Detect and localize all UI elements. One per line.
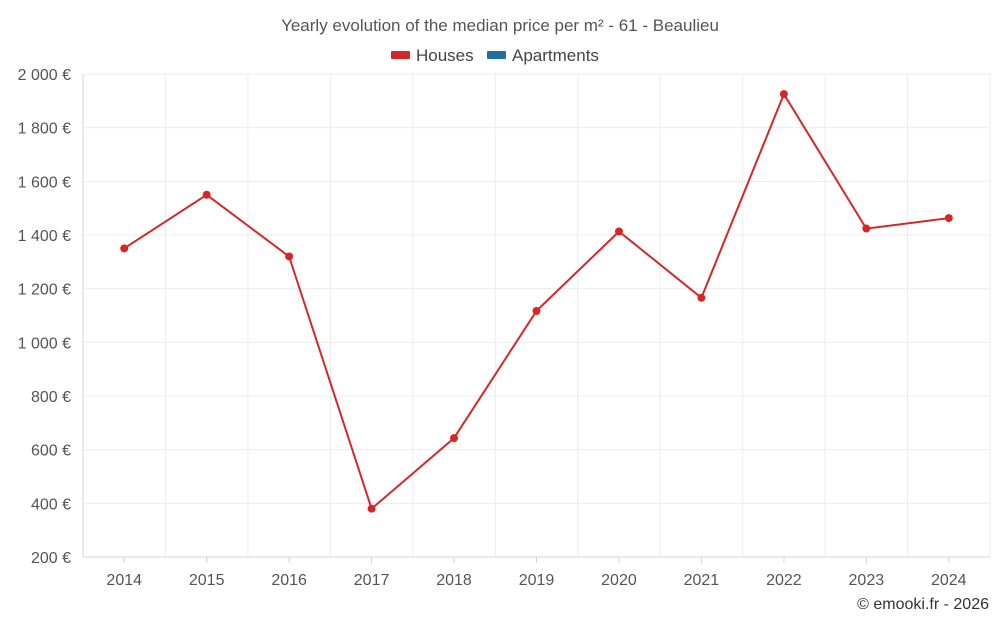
data-point-houses-2016[interactable]: [285, 252, 294, 261]
x-tick-label: 2017: [354, 572, 390, 589]
data-point-houses-2018[interactable]: [450, 434, 459, 443]
y-tick-label: 1 200 €: [18, 282, 71, 299]
y-tick-label: 400 €: [31, 496, 71, 513]
series-houses: [120, 90, 953, 513]
data-point-houses-2017[interactable]: [367, 504, 376, 513]
y-axis-ticks: 200 € 400 € 600 € 800 € 1 000 € 1 200 € 1 400 …: [18, 67, 71, 567]
data-point-houses-2023[interactable]: [862, 224, 871, 233]
data-point-houses-2015[interactable]: [202, 190, 211, 199]
x-tick-label: 2023: [849, 572, 885, 589]
x-tick-label: 2024: [931, 572, 967, 589]
y-tick-label: 2 000 €: [18, 67, 71, 84]
data-point-houses-2024[interactable]: [944, 214, 953, 223]
x-tick-label: 2016: [271, 572, 307, 589]
y-tick-label: 1 000 €: [18, 335, 71, 352]
chart-title: Yearly evolution of the median price per…: [281, 16, 719, 35]
credit-text: © emooki.fr - 2026: [857, 596, 989, 613]
grid: [83, 73, 991, 557]
axes: [82, 74, 990, 558]
x-tick-label: 2019: [519, 572, 555, 589]
data-point-houses-2020[interactable]: [614, 227, 623, 236]
legend-swatch-houses: [391, 51, 410, 59]
data-point-houses-2014[interactable]: [120, 244, 129, 253]
y-tick-label: 1 600 €: [18, 174, 71, 191]
y-tick-label: 1 800 €: [18, 121, 71, 138]
legend-label-houses: Houses: [416, 46, 474, 65]
x-axis-ticks: 2014 2015 2016 2017 2018 2019 2020 2021 2022 2023…: [106, 557, 967, 589]
data-point-houses-2019[interactable]: [532, 306, 541, 315]
y-tick-label: 800 €: [31, 389, 71, 406]
y-tick-label: 200 €: [31, 550, 71, 567]
x-tick-label: 2021: [684, 572, 720, 589]
x-tick-label: 2018: [436, 572, 472, 589]
data-point-houses-2022[interactable]: [779, 90, 788, 99]
x-tick-label: 2022: [766, 572, 802, 589]
y-tick-label: 1 400 €: [18, 228, 71, 245]
x-tick-label: 2020: [601, 572, 637, 589]
legend-label-apartments: Apartments: [512, 46, 599, 65]
legend: Houses Apartments: [391, 46, 599, 65]
y-tick-label: 600 €: [31, 443, 71, 460]
legend-item-houses[interactable]: Houses: [391, 46, 474, 65]
legend-swatch-apartments: [487, 51, 506, 59]
legend-item-apartments[interactable]: Apartments: [487, 46, 599, 65]
x-tick-label: 2014: [106, 572, 142, 589]
data-point-houses-2021[interactable]: [697, 293, 706, 302]
x-tick-label: 2015: [189, 572, 225, 589]
